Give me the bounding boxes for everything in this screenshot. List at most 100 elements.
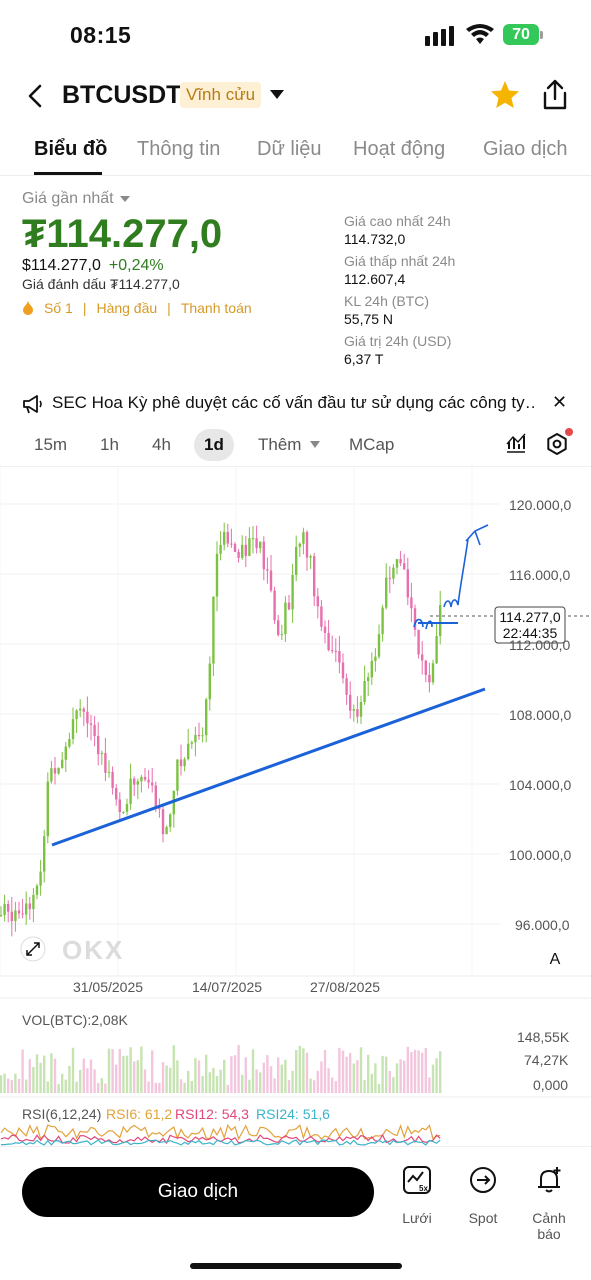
close-icon[interactable]: ✕ bbox=[552, 392, 568, 412]
volume-bar bbox=[439, 1051, 442, 1093]
back-arrow-icon[interactable] bbox=[22, 82, 50, 110]
rank-tag[interactable]: Thanh toán bbox=[180, 300, 252, 316]
candle-body bbox=[125, 803, 129, 812]
candle-body bbox=[89, 723, 93, 725]
candle-body bbox=[53, 768, 57, 774]
interval-4h[interactable]: 4h bbox=[152, 435, 171, 454]
tab-info[interactable]: Thông tin bbox=[137, 138, 221, 160]
candle-body bbox=[359, 702, 363, 717]
tab-trade[interactable]: Giao dịch bbox=[483, 138, 568, 160]
volume-bar bbox=[259, 1072, 262, 1093]
volume-bar bbox=[46, 1081, 49, 1093]
spot-nav[interactable]: Spot bbox=[453, 1165, 513, 1226]
candle-body bbox=[68, 739, 71, 747]
rsi12-value: RSI12: 54,3 bbox=[175, 1106, 249, 1122]
tab-data[interactable]: Dữ liệu bbox=[257, 138, 322, 160]
alert-nav[interactable]: Cảnh báo bbox=[519, 1165, 579, 1242]
candle-body bbox=[302, 532, 305, 544]
candle-body bbox=[179, 759, 183, 767]
candle-body bbox=[298, 543, 301, 547]
last-price-label: Giá gần nhất bbox=[22, 190, 114, 207]
volume-bar bbox=[399, 1059, 402, 1093]
candle-body bbox=[25, 903, 28, 915]
y-tick-label: 112.000,0 bbox=[509, 637, 570, 653]
grid-bot-nav[interactable]: 5x Lưới bbox=[387, 1165, 447, 1226]
volume-bar bbox=[251, 1049, 255, 1093]
volume-bar bbox=[7, 1078, 10, 1093]
candlestick-chart[interactable]: 114.277,0 22:44:35 120.000,0 116.000,0 1… bbox=[0, 467, 591, 1147]
candle-body bbox=[21, 913, 24, 915]
scale-mode-button[interactable]: A bbox=[550, 951, 561, 968]
y-tick-label: 100.000,0 bbox=[509, 847, 571, 863]
rsi-label: RSI(6,12,24) bbox=[22, 1106, 101, 1122]
volume-bar bbox=[140, 1046, 143, 1093]
volume-bar bbox=[424, 1047, 427, 1093]
volume-bar bbox=[345, 1056, 348, 1093]
volume-bar bbox=[341, 1050, 345, 1093]
trade-button[interactable]: Giao dịch bbox=[22, 1167, 374, 1217]
instrument-symbol[interactable]: BTCUSDT bbox=[62, 81, 182, 109]
candle-body bbox=[248, 538, 251, 556]
volume-bar bbox=[284, 1059, 287, 1093]
candle-body bbox=[259, 541, 262, 549]
candle-body bbox=[327, 632, 330, 651]
volume-bar bbox=[277, 1057, 280, 1093]
volume-bar bbox=[428, 1077, 431, 1093]
rank-tag[interactable]: Hàng đầu bbox=[96, 300, 158, 316]
candle-body bbox=[352, 709, 355, 711]
rank-tag[interactable]: Số 1 bbox=[44, 300, 73, 316]
share-icon[interactable] bbox=[540, 78, 570, 112]
status-time: 08:15 bbox=[70, 22, 132, 48]
news-banner[interactable]: SEC Hoa Kỳ phê duyệt các cố vấn đầu tư s… bbox=[22, 392, 572, 416]
mcap-toggle[interactable]: MCap bbox=[349, 435, 395, 454]
volume-bar bbox=[43, 1055, 46, 1093]
notification-dot bbox=[565, 428, 573, 436]
stats-24h: Giá cao nhất 24h 114.732,0 Giá thấp nhất… bbox=[344, 213, 564, 373]
expand-icon[interactable] bbox=[20, 936, 46, 962]
candle-body bbox=[115, 788, 118, 800]
interval-15m[interactable]: 15m bbox=[34, 435, 68, 454]
candle-body bbox=[349, 694, 352, 711]
candle-body bbox=[158, 808, 161, 810]
candle-body bbox=[219, 544, 222, 554]
volume-bar bbox=[331, 1077, 334, 1093]
volume-bar bbox=[151, 1050, 154, 1093]
tab-activity[interactable]: Hoạt động bbox=[353, 138, 446, 160]
last-price-selector[interactable]: Giá gần nhất bbox=[22, 190, 332, 208]
candle-body bbox=[244, 544, 247, 556]
current-price-tag bbox=[494, 606, 566, 644]
volume-bar bbox=[377, 1083, 381, 1093]
news-headline[interactable]: SEC Hoa Kỳ phê duyệt các cố vấn đầu tư s… bbox=[52, 393, 534, 412]
volume-bar bbox=[223, 1059, 226, 1093]
instrument-dropdown-icon[interactable] bbox=[270, 90, 284, 99]
interval-selector: 15m 1h 4h 1d Thêm MCap bbox=[0, 428, 591, 464]
tab-chart[interactable]: Biểu đồ bbox=[34, 138, 108, 160]
candle-body bbox=[313, 556, 316, 597]
candle-body bbox=[331, 650, 334, 652]
volume-bar bbox=[161, 1062, 165, 1093]
candle-body bbox=[233, 544, 237, 552]
stat-value: 114.732,0 bbox=[344, 231, 406, 247]
x-tick-label: 14/07/2025 bbox=[192, 979, 262, 995]
candle-body bbox=[251, 538, 255, 540]
volume-bar bbox=[107, 1048, 111, 1093]
caret-down-icon bbox=[119, 196, 130, 202]
volume-bar bbox=[86, 1068, 89, 1093]
price-chart-area[interactable]: 114.277,0 22:44:35 120.000,0 116.000,0 1… bbox=[0, 466, 591, 1146]
settings-gear-icon[interactable] bbox=[545, 432, 569, 456]
interval-more[interactable]: Thêm bbox=[258, 435, 321, 455]
favorite-star-icon[interactable] bbox=[488, 78, 522, 112]
indicator-chart-icon[interactable] bbox=[505, 432, 527, 454]
volume-bar bbox=[169, 1067, 172, 1093]
volume-bar bbox=[104, 1083, 107, 1093]
volume-bar bbox=[75, 1081, 78, 1093]
volume-bar bbox=[129, 1047, 132, 1093]
volume-bar bbox=[370, 1073, 373, 1093]
volume-bar bbox=[10, 1080, 13, 1093]
volume-bar bbox=[323, 1050, 327, 1093]
interval-1d[interactable]: 1d bbox=[194, 429, 234, 461]
candle-body bbox=[406, 569, 409, 598]
interval-1h[interactable]: 1h bbox=[100, 435, 119, 454]
volume-bar bbox=[179, 1079, 183, 1093]
candle-body bbox=[403, 563, 406, 570]
